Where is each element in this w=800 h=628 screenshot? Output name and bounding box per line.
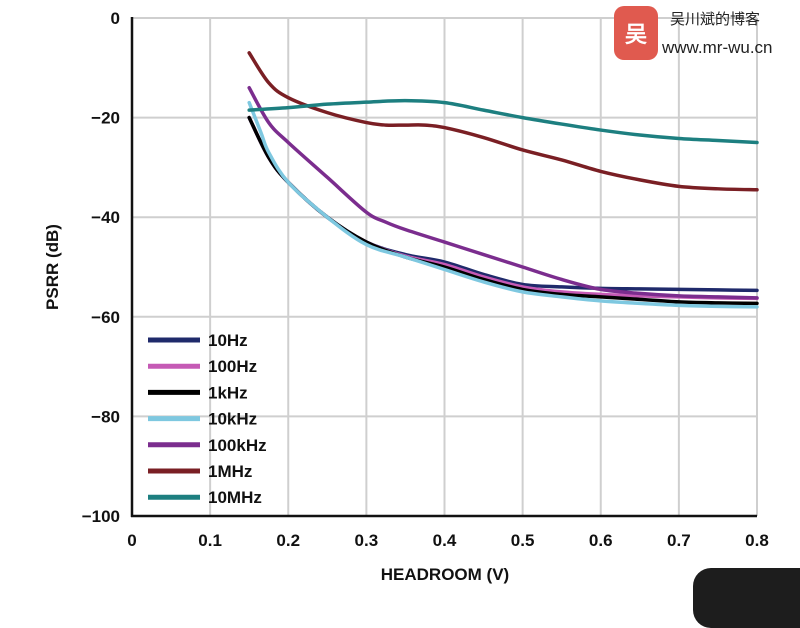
x-tick-label: 0.2 [276, 531, 300, 550]
legend-label: 1MHz [208, 462, 252, 481]
corner-overlay [693, 568, 800, 628]
x-tick-label: 0.7 [667, 531, 691, 550]
legend-label: 10MHz [208, 488, 262, 507]
series-line-10khz [247, 100, 759, 309]
psrr-chart: 0 0.1 0.2 0.3 0.4 0.5 0.6 0.7 0.8 0 −20 −40 −60 −80 −… [43, 9, 769, 584]
legend: 10Hz 100Hz 1kHz 10kHz 100kHz 1MHz 10MHz [148, 331, 267, 507]
legend-label: 10Hz [208, 331, 248, 350]
y-axis-label: PSRR (dB) [43, 224, 62, 310]
x-tick-label: 0.8 [745, 531, 769, 550]
x-tick-label: 0.1 [198, 531, 222, 550]
legend-label: 100kHz [208, 436, 267, 455]
plot-frame [130, 17, 757, 518]
series-line-1mhz [247, 51, 759, 192]
y-tick-labels: 0 −20 −40 −60 −80 −100 [82, 9, 120, 526]
y-tick-label: −20 [91, 109, 120, 128]
y-tick-label: −100 [82, 507, 120, 526]
watermark-title: 吴川斌的博客 [670, 10, 761, 28]
y-tick-label: 0 [111, 9, 120, 28]
y-tick-label: −80 [91, 407, 120, 426]
y-tick-label: −40 [91, 208, 120, 227]
x-axis-label: HEADROOM (V) [381, 565, 509, 584]
watermark-url: www.mr-wu.cn [662, 38, 773, 57]
x-tick-labels: 0 0.1 0.2 0.3 0.4 0.5 0.6 0.7 0.8 [127, 531, 769, 550]
legend-label: 1kHz [208, 383, 248, 402]
x-tick-label: 0.5 [511, 531, 535, 550]
series-line-100khz [247, 85, 759, 300]
series-lines [247, 51, 759, 309]
watermark: 吴 吴川斌的博客 www.mr-wu.cn [610, 2, 800, 64]
x-tick-label: 0.4 [433, 531, 457, 550]
y-tick-label: −60 [91, 308, 120, 327]
watermark-logo: 吴 [614, 6, 658, 60]
series-line-10mhz [247, 98, 759, 145]
x-tick-label: 0.6 [589, 531, 613, 550]
x-tick-label: 0.3 [355, 531, 379, 550]
legend-label: 10kHz [208, 410, 257, 429]
x-tick-label: 0 [127, 531, 136, 550]
legend-label: 100Hz [208, 357, 257, 376]
